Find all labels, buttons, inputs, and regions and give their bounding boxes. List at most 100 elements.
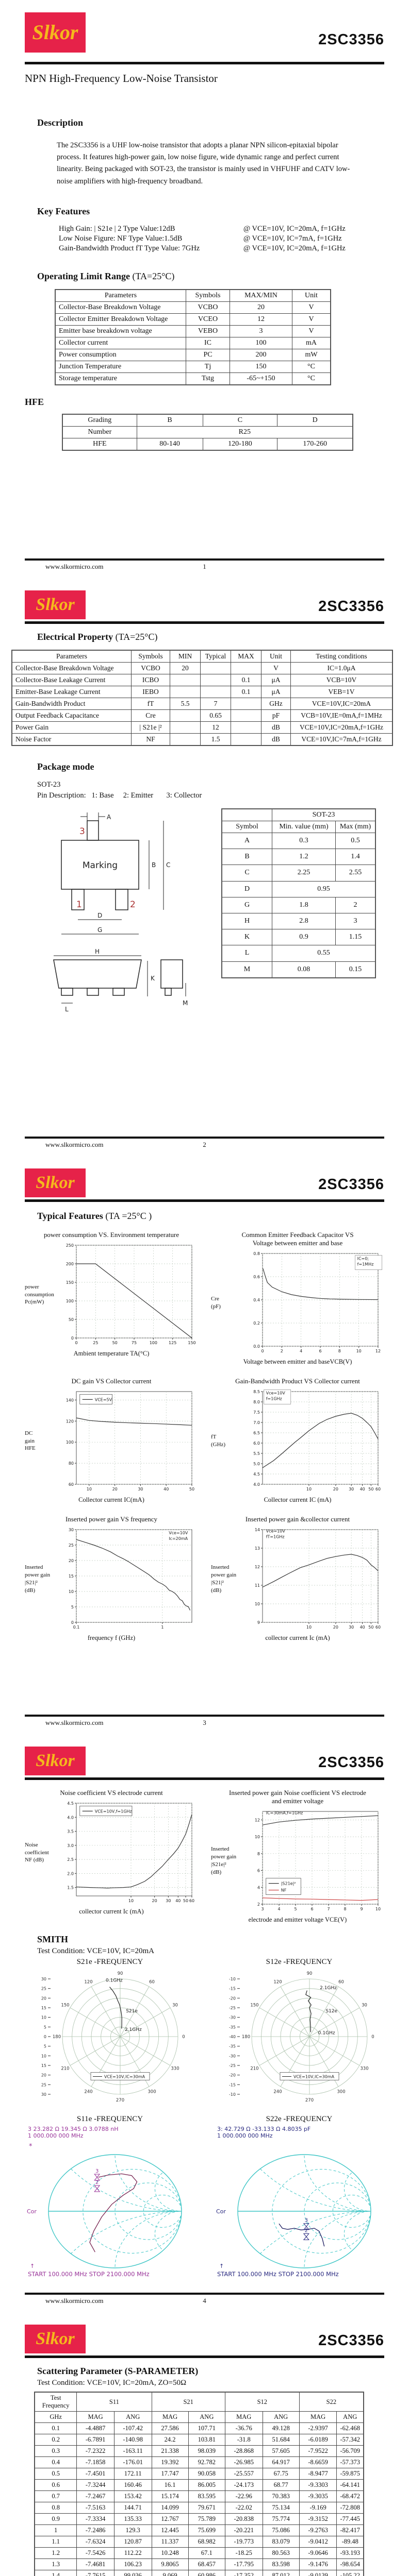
table-cell bbox=[231, 721, 261, 734]
col-header: MAX/MIN bbox=[230, 289, 292, 302]
svg-text:1 000.000 000 MHz: 1 000.000 000 MHz bbox=[217, 2132, 273, 2139]
page-header: Slkor 2SC3356 bbox=[25, 1747, 384, 1775]
table-cell: Emitter base breakdown voltage bbox=[55, 325, 186, 337]
svg-text:5: 5 bbox=[294, 1907, 297, 1911]
table-row: K 0.9 1.15 bbox=[221, 929, 376, 946]
table-cell: K bbox=[221, 929, 272, 946]
chart-xlabel: Ambient temperature TA(°C) bbox=[73, 1350, 150, 1357]
table-header-row: Test Frequency S11 S21 S12 S22 bbox=[34, 2392, 364, 2412]
table-cell: Collector Emitter Breakdown Voltage bbox=[55, 313, 186, 326]
table-cell: -7.7615 bbox=[76, 2570, 114, 2576]
table-cell: 60.986 bbox=[188, 2570, 225, 2576]
table-cell: -6.7891 bbox=[76, 2434, 114, 2446]
svg-text:50: 50 bbox=[112, 1341, 118, 1345]
svg-text:12: 12 bbox=[255, 1565, 260, 1569]
svg-text:6: 6 bbox=[319, 1349, 321, 1353]
electrical-heading: Electrical Property (TA=25°C) bbox=[37, 632, 158, 642]
svg-text:*: * bbox=[29, 2143, 32, 2150]
table-cell: IC bbox=[186, 336, 230, 349]
svg-text:20: 20 bbox=[333, 1625, 338, 1630]
table-cell: -7.3334 bbox=[76, 2513, 114, 2525]
svg-text:25: 25 bbox=[93, 1341, 98, 1345]
svg-text:0.6: 0.6 bbox=[253, 1275, 260, 1279]
page-number: 2 bbox=[203, 1141, 206, 1148]
table-row: Output Feedback Capacitance Cre 0.65 pF VCB=… bbox=[11, 709, 393, 722]
table-cell: -77.445 bbox=[336, 2513, 364, 2525]
svg-text:20: 20 bbox=[112, 1487, 118, 1492]
svg-text:1: 1 bbox=[161, 1625, 163, 1630]
svg-text:0.1GHz: 0.1GHz bbox=[318, 2031, 335, 2036]
col-header: Parameters bbox=[55, 289, 186, 302]
table-cell: -18.25 bbox=[224, 2547, 263, 2559]
chart-title: S11e -FREQUENCY bbox=[76, 2115, 143, 2123]
page-header: Slkor 2SC3356 bbox=[25, 12, 384, 53]
table-cell: High Gain: | S21e | 2 Type Value:12dB bbox=[59, 224, 175, 233]
table-cell: 27.586 bbox=[151, 2422, 189, 2434]
table-cell: 57.605 bbox=[262, 2445, 300, 2457]
table-header-row: Parameters Symbols MAX/MIN Unit bbox=[55, 289, 331, 302]
col-header: S12 bbox=[224, 2392, 300, 2412]
table-cell bbox=[170, 709, 201, 722]
table-row: 0.9 -7.3334 135.33 12.767 75.789 -20.838 75.77… bbox=[34, 2513, 364, 2525]
svg-text:10: 10 bbox=[375, 1907, 381, 1911]
smith-chart-canvas: 323: 42.729 Ω -33.133 Ω 4.8035 pF1 000.0… bbox=[216, 2126, 371, 2278]
svg-text:30: 30 bbox=[349, 1487, 354, 1492]
table-cell: 107.71 bbox=[188, 2422, 225, 2434]
svg-text:START 100.000 MHz STOP 2100.0: START 100.000 MHz STOP 2100.000 MHz bbox=[217, 2270, 339, 2278]
part-number: 2SC3356 bbox=[318, 1754, 384, 1771]
svg-text:2: 2 bbox=[281, 1349, 283, 1353]
table-cell: -7.4681 bbox=[76, 2558, 114, 2570]
table-header-row: Symbol Min. value (mm) Max (mm) bbox=[221, 821, 376, 833]
svg-text:120: 120 bbox=[84, 1979, 92, 1985]
table-row: 1 -7.2486 129.3 12.445 75.699 -20.221 75.086 -9… bbox=[34, 2524, 364, 2536]
chart-canvas: 0.0 0.2 0.4 0.6 0.8 0 2 4 6 8 10 12 IC=0;f=1MHz bbox=[253, 1251, 383, 1353]
svg-text:3: 42.729 Ω -33.133 Ω 4.803: 3: 42.729 Ω -33.133 Ω 4.8035 pF bbox=[217, 2126, 310, 2132]
chart-title: Common Emitter Feedback Capacitor VS Vol… bbox=[241, 1231, 354, 1247]
table-cell: 0.2 bbox=[34, 2434, 77, 2446]
table-row: Grading B C D bbox=[62, 414, 353, 427]
svg-text:100: 100 bbox=[150, 1341, 157, 1345]
table-cell: -20.221 bbox=[224, 2524, 263, 2536]
table-cell bbox=[170, 686, 201, 698]
table-row: 0.6 -7.3244 160.46 16.1 86.005 -24.173 68.77 -9… bbox=[34, 2479, 364, 2491]
svg-text:25: 25 bbox=[69, 1543, 74, 1548]
table-cell: 1.15 bbox=[335, 929, 376, 946]
svg-text:30: 30 bbox=[69, 1528, 74, 1532]
table-cell: VCE=10V,IC=20mA,f=1GHz bbox=[290, 721, 393, 734]
svg-text:f=1GHz: f=1GHz bbox=[266, 1396, 282, 1401]
product-title: NPN High-Frequency Low-Noise Transistor bbox=[25, 72, 218, 84]
svg-text:7.0: 7.0 bbox=[253, 1420, 260, 1425]
table-cell: 0.08 bbox=[272, 961, 336, 978]
table-cell: 0.5 bbox=[34, 2468, 77, 2480]
col-header: ANG bbox=[262, 2411, 300, 2423]
chart-canvas: 1.5 2.0 2.5 3.0 3.5 4.0 4.5 10 20 30 40 50 60 VCE=10V… bbox=[67, 1801, 194, 1903]
table-row: Storage temperature Tstg -65~+150 °C bbox=[55, 372, 331, 385]
table-cell: 0.7 bbox=[34, 2490, 77, 2502]
table-cell: C bbox=[221, 865, 272, 882]
svg-text:2.1GHz: 2.1GHz bbox=[320, 1986, 337, 1991]
chart-xlabel: Collector current IC(mA) bbox=[78, 1496, 144, 1503]
chart-xlabel: frequency f (GHz) bbox=[87, 1634, 136, 1641]
table-cell: -2.9397 bbox=[299, 2422, 337, 2434]
table-cell: M bbox=[221, 961, 272, 978]
table-cell: 19.392 bbox=[151, 2456, 189, 2468]
svg-text:-35: -35 bbox=[229, 2025, 236, 2029]
svg-text:Cor: Cor bbox=[216, 2208, 226, 2215]
table-cell: -9.3152 bbox=[299, 2513, 337, 2525]
svg-text:30: 30 bbox=[166, 1899, 171, 1903]
table-row: 1.2 -7.5426 112.22 10.248 67.1 -18.25 80.563 -9… bbox=[34, 2547, 364, 2559]
header-rule bbox=[25, 2355, 384, 2358]
polar-chart-canvas: 0306090120150180210240270300330302520151… bbox=[41, 1971, 185, 2103]
svg-text:25: 25 bbox=[41, 1987, 46, 1991]
chart-s21e-nf-vs-vce: Inserted power gain Noise coefficient VS… bbox=[211, 1789, 384, 1924]
sparameter-table: Test Frequency S11 S21 S12 S22 GHz MAG A… bbox=[34, 2392, 364, 2576]
table-row: 0.2 -6.7891 -140.98 24.2 103.81 -31.8 51.684 -6… bbox=[34, 2434, 364, 2446]
table-cell: °C bbox=[292, 360, 331, 373]
table-cell: -89.48 bbox=[336, 2536, 364, 2548]
table-cell: -176.01 bbox=[113, 2456, 152, 2468]
part-number: 2SC3356 bbox=[318, 1176, 384, 1193]
table-cell: VCBO bbox=[131, 662, 170, 674]
table-cell: 21.338 bbox=[151, 2445, 189, 2457]
table-cell: Gain-Bandwidth Product fT Type Value: 7G… bbox=[59, 244, 200, 252]
svg-text:150: 150 bbox=[66, 1280, 74, 1285]
